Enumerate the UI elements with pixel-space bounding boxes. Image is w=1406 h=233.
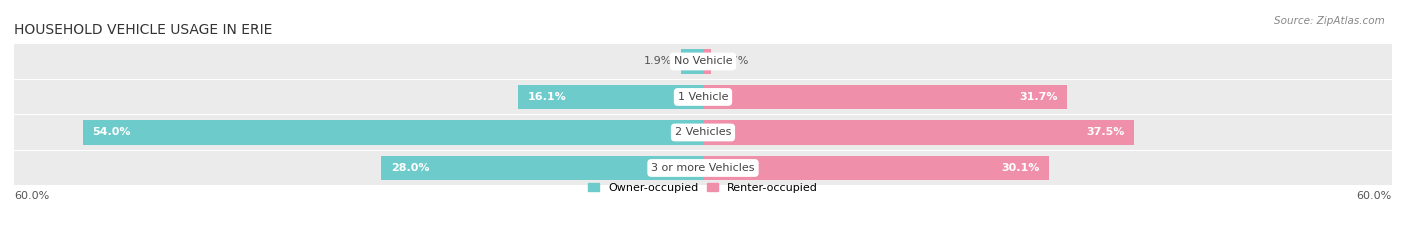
Text: 2 Vehicles: 2 Vehicles	[675, 127, 731, 137]
Bar	[703, 85, 1067, 110]
Text: 31.7%: 31.7%	[1019, 92, 1057, 102]
Text: 37.5%: 37.5%	[1085, 127, 1125, 137]
Text: 1 Vehicle: 1 Vehicle	[678, 92, 728, 102]
Bar	[703, 49, 711, 74]
Bar	[83, 120, 703, 145]
Bar	[14, 80, 1392, 114]
Text: HOUSEHOLD VEHICLE USAGE IN ERIE: HOUSEHOLD VEHICLE USAGE IN ERIE	[14, 23, 273, 37]
Bar	[703, 120, 1133, 145]
Bar	[381, 156, 703, 180]
Text: 16.1%: 16.1%	[527, 92, 567, 102]
Text: 1.9%: 1.9%	[644, 56, 672, 66]
Bar	[519, 85, 703, 110]
Bar	[703, 156, 1049, 180]
Text: 60.0%: 60.0%	[14, 191, 49, 201]
Bar	[681, 49, 703, 74]
Text: Source: ZipAtlas.com: Source: ZipAtlas.com	[1274, 16, 1385, 26]
Text: 54.0%: 54.0%	[93, 127, 131, 137]
Text: 28.0%: 28.0%	[391, 163, 429, 173]
Text: 3 or more Vehicles: 3 or more Vehicles	[651, 163, 755, 173]
Bar	[14, 115, 1392, 150]
Text: 30.1%: 30.1%	[1001, 163, 1039, 173]
Legend: Owner-occupied, Renter-occupied: Owner-occupied, Renter-occupied	[588, 183, 818, 193]
Text: No Vehicle: No Vehicle	[673, 56, 733, 66]
Text: 60.0%: 60.0%	[1357, 191, 1392, 201]
Bar	[14, 44, 1392, 79]
Text: 0.7%: 0.7%	[720, 56, 748, 66]
Bar	[14, 151, 1392, 185]
